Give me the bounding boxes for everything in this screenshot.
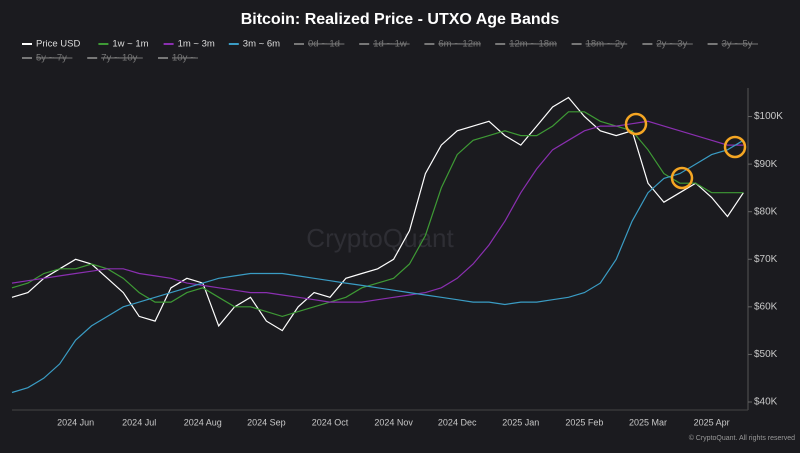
x-tick-label: 2024 Oct xyxy=(312,417,349,427)
chart-title: Bitcoin: Realized Price - UTXO Age Bands xyxy=(241,11,560,28)
watermark: CryptoQuant xyxy=(306,223,454,253)
y-tick-label: $100K xyxy=(754,111,783,122)
x-tick-label: 2024 Dec xyxy=(438,417,477,427)
legend-label: Price USD xyxy=(36,39,80,50)
x-tick-label: 2024 Jun xyxy=(57,417,94,427)
x-tick-label: 2025 Feb xyxy=(565,417,603,427)
footer: © CryptoQuant. All rights reserved xyxy=(689,434,795,442)
y-tick-label: $60K xyxy=(754,301,778,312)
legend-label: 3m ~ 6m xyxy=(243,39,280,50)
x-tick-label: 2025 Apr xyxy=(694,417,730,427)
y-tick-label: $50K xyxy=(754,349,778,360)
x-tick-label: 2025 Mar xyxy=(629,417,667,427)
plot xyxy=(11,96,744,394)
series-line xyxy=(11,96,744,332)
y-tick-label: $40K xyxy=(754,397,778,408)
x-tick-label: 2024 Aug xyxy=(184,417,222,427)
legend-label: 1w ~ 1m xyxy=(112,39,148,50)
x-tick-label: 2024 Nov xyxy=(374,417,413,427)
series-line xyxy=(11,139,744,394)
x-tick-label: 2024 Sep xyxy=(247,417,286,427)
highlight-circles xyxy=(624,112,747,190)
highlight-circle xyxy=(670,166,694,190)
highlight-circle xyxy=(723,135,747,159)
x-tick-label: 2024 Jul xyxy=(122,417,156,427)
legend-label: 1m ~ 3m xyxy=(178,39,215,50)
highlight-circle xyxy=(624,112,648,136)
series-line xyxy=(11,120,744,303)
y-tick-label: $80K xyxy=(754,206,778,217)
series-line xyxy=(11,111,744,318)
x-tick-label: 2025 Jan xyxy=(502,417,539,427)
y-tick-label: $70K xyxy=(754,254,778,265)
y-tick-label: $90K xyxy=(754,159,778,170)
